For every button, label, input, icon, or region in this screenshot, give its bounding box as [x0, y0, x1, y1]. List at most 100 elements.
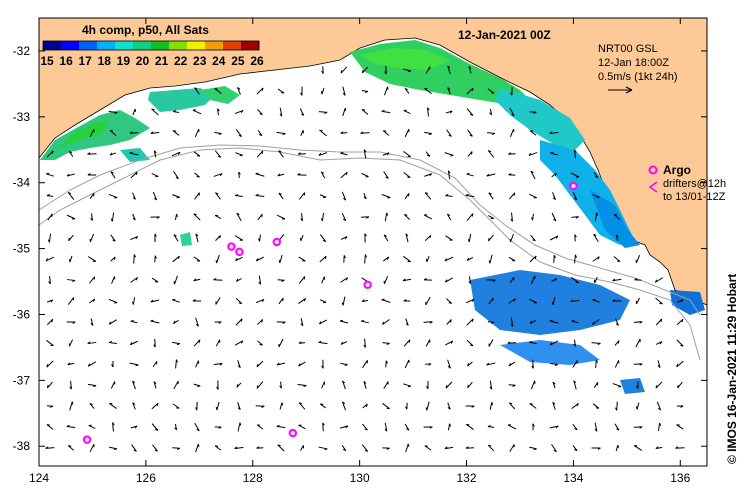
current-arrow-icon	[172, 403, 180, 409]
current-arrow-icon	[529, 403, 537, 409]
argo-float-marker[interactable]	[363, 280, 372, 290]
current-arrow-icon	[444, 446, 454, 450]
current-arrow-icon	[572, 423, 578, 431]
y-tick-label: -33	[13, 110, 31, 124]
colorbar-tick-label: 23	[193, 54, 207, 68]
current-arrow-icon	[507, 341, 517, 344]
current-arrow-icon	[656, 401, 662, 411]
current-arrow-icon	[676, 360, 684, 368]
argo-float-marker[interactable]	[82, 435, 92, 444]
colorbar-swatch	[133, 41, 152, 50]
currents-scale-label: 0.5m/s (1kt 24h)	[598, 71, 677, 83]
current-arrow-icon	[257, 319, 264, 325]
current-arrow-icon	[340, 131, 348, 134]
current-arrow-icon	[300, 130, 304, 136]
current-arrow-icon	[361, 66, 368, 74]
current-arrow-icon	[551, 172, 557, 178]
current-arrow-icon	[172, 447, 181, 450]
colorbar-swatch	[115, 41, 134, 50]
current-arrow-icon	[381, 194, 391, 199]
current-arrow-icon	[87, 256, 97, 262]
current-arrow-icon	[403, 109, 411, 114]
colorbar-tick-label: 17	[79, 54, 93, 68]
current-arrow-icon	[46, 318, 54, 326]
current-arrow-icon	[195, 443, 200, 453]
current-arrow-icon	[69, 401, 74, 411]
current-arrow-icon	[613, 213, 621, 220]
current-arrow-icon	[154, 233, 157, 243]
current-arrow-icon	[234, 235, 244, 241]
current-arrow-icon	[633, 363, 643, 366]
current-arrow-icon	[426, 381, 429, 390]
current-arrow-icon	[424, 445, 432, 451]
current-arrow-icon	[319, 194, 327, 199]
current-arrow-icon	[424, 87, 432, 95]
argo-float-marker[interactable]	[288, 428, 298, 438]
y-tick-label: -34	[13, 176, 31, 190]
current-arrow-icon	[426, 255, 430, 263]
current-arrow-icon	[572, 360, 578, 368]
current-arrow-icon	[508, 361, 516, 367]
current-arrow-icon	[195, 317, 199, 327]
current-arrow-icon	[382, 447, 390, 450]
current-arrow-icon	[300, 445, 304, 451]
current-arrow-icon	[404, 193, 410, 199]
current-arrow-icon	[151, 402, 159, 410]
current-arrow-icon	[297, 383, 307, 388]
current-arrow-icon	[508, 384, 516, 387]
current-arrow-icon	[192, 109, 202, 115]
current-arrow-icon	[508, 152, 516, 155]
current-arrow-icon	[551, 444, 557, 453]
current-arrow-icon	[340, 277, 349, 283]
map-title: 12-Jan-2021 00Z	[458, 28, 551, 42]
current-arrow-icon	[424, 131, 432, 136]
current-arrow-icon	[635, 402, 640, 410]
current-arrow-icon	[236, 382, 242, 388]
current-arrow-icon	[132, 402, 136, 410]
current-arrow-icon	[173, 234, 179, 242]
argo-float-marker[interactable]	[227, 242, 236, 251]
current-arrow-icon	[510, 212, 513, 222]
current-arrow-icon	[423, 426, 433, 429]
current-arrow-icon	[571, 216, 579, 219]
current-arrow-icon	[488, 215, 494, 219]
current-arrow-icon	[88, 424, 96, 429]
current-arrow-icon	[404, 87, 410, 94]
current-arrow-icon	[593, 172, 599, 179]
current-arrow-icon	[318, 152, 328, 156]
current-arrow-icon	[195, 401, 198, 411]
current-arrow-icon	[403, 214, 411, 220]
argo-floats	[82, 181, 578, 444]
current-arrow-icon	[277, 444, 285, 452]
colorbar-swatch	[223, 41, 242, 50]
argo-float-marker[interactable]	[272, 237, 282, 247]
current-arrow-icon	[66, 214, 76, 220]
current-arrow-icon	[528, 152, 538, 156]
current-arrow-icon	[402, 278, 412, 282]
current-arrow-icon	[614, 340, 620, 346]
current-arrow-icon	[404, 128, 410, 138]
current-arrow-icon	[89, 192, 95, 200]
current-arrow-icon	[276, 214, 286, 220]
current-arrow-icon	[108, 298, 118, 304]
current-arrow-icon	[278, 297, 284, 305]
isobath-1000m	[38, 147, 701, 361]
current-arrow-icon	[298, 276, 306, 284]
argo-float-marker[interactable]	[235, 247, 244, 257]
current-arrow-icon	[321, 381, 326, 389]
colorbar-tick-label: 26	[250, 54, 264, 68]
plot-border	[38, 17, 708, 467]
current-arrow-icon	[549, 131, 559, 135]
current-arrow-icon	[46, 299, 54, 303]
current-arrow-icon	[614, 360, 620, 368]
current-arrow-icon	[339, 319, 349, 324]
current-arrow-icon	[635, 254, 641, 264]
colorbar-swatch	[205, 41, 224, 50]
argo-float-marker[interactable]	[569, 181, 578, 191]
current-arrow-icon	[89, 276, 96, 284]
current-arrow-icon	[278, 192, 284, 200]
current-arrow-icon	[445, 381, 453, 389]
current-arrow-icon	[173, 319, 179, 325]
current-arrow-icon	[552, 401, 556, 410]
current-arrow-icon	[657, 422, 662, 432]
